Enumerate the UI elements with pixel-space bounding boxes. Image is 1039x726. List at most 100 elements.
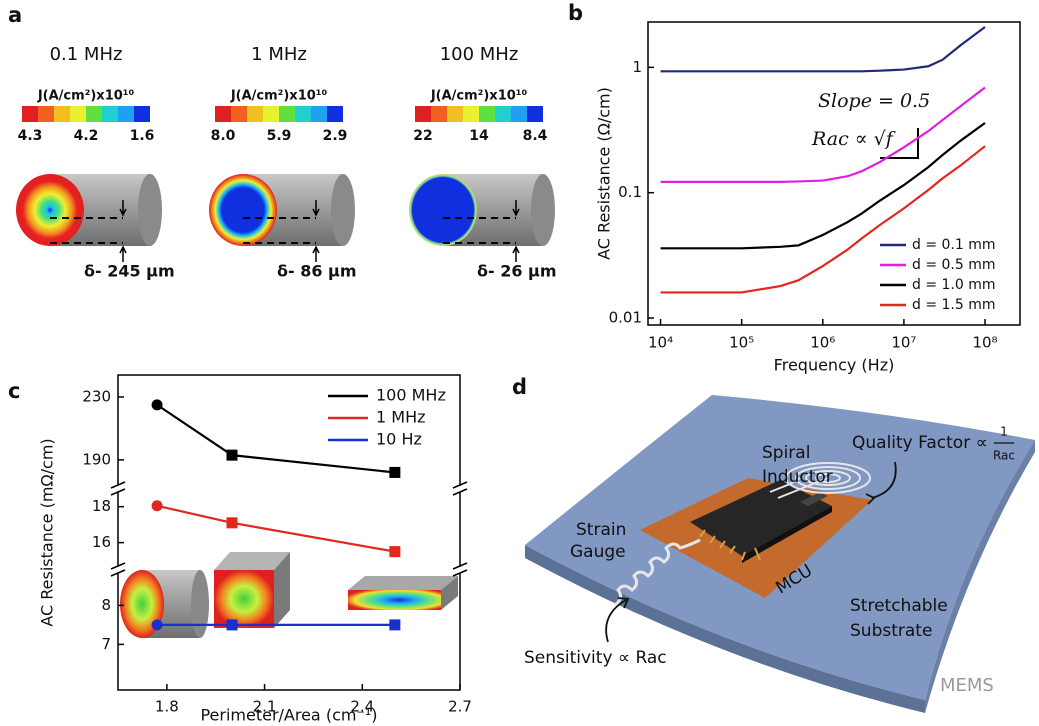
- label: Spiral: [762, 443, 810, 463]
- colorbar-label: 4.3: [18, 128, 43, 144]
- colorbar-cell: [527, 106, 543, 122]
- x-tick-label: 1.8: [155, 698, 179, 716]
- y-tick-label: 0.1: [618, 183, 642, 201]
- chip-mark: [800, 492, 828, 506]
- annotation: Rac ∝ √f: [811, 128, 896, 150]
- marker: [226, 619, 238, 631]
- marker: [226, 517, 238, 529]
- y-tick-label: 0.01: [609, 309, 642, 327]
- cylinder-face: [209, 174, 277, 246]
- legend-label: 100 MHz: [376, 386, 446, 405]
- y-tick-label: 18: [92, 497, 111, 515]
- cylinder-end: [191, 570, 209, 638]
- colorbar-label: 22: [413, 128, 432, 144]
- substrate-side: [925, 440, 1035, 713]
- substrate-edge: [525, 545, 925, 713]
- x-tick-label: 10⁸: [972, 334, 997, 352]
- colorbar-cell: [54, 106, 70, 122]
- colorbar-cell: [463, 106, 479, 122]
- annotation: Slope = 0.5: [818, 90, 930, 112]
- axis-break-gap: [112, 567, 124, 573]
- x-axis-label: Perimeter/Area (cm⁻¹): [200, 706, 377, 725]
- colorbar-cell: [22, 106, 38, 122]
- arrow: [512, 200, 520, 217]
- colorbar-cell: [118, 106, 134, 122]
- colorbar-label: 14: [469, 128, 489, 144]
- axis-break: [452, 562, 468, 577]
- series-line: [156, 403, 395, 474]
- skin-depth: δ- 86 μm: [277, 262, 356, 281]
- frequency: 100 MHz: [440, 44, 519, 65]
- label: 1: [1000, 425, 1008, 439]
- axis-break: [110, 562, 126, 577]
- marker: [389, 619, 401, 631]
- colorbar-cell: [279, 106, 295, 122]
- cylinder-face: [120, 570, 164, 638]
- colorbar-cell: [479, 106, 495, 122]
- spiral: [769, 462, 871, 499]
- frequency: 0.1 MHz: [50, 44, 123, 65]
- label: Inductor: [762, 467, 833, 487]
- arrow-head: [865, 493, 876, 505]
- label: Strain: [576, 520, 626, 540]
- colorbar-cell: [415, 106, 431, 122]
- colorbar-label: 8.4: [523, 128, 548, 144]
- colorbar-cell: [247, 106, 263, 122]
- axis-break: [110, 481, 126, 496]
- cylinder-face: [16, 174, 84, 246]
- skin-depth: δ- 245 μm: [84, 262, 175, 281]
- colorbar-cell: [86, 106, 102, 122]
- cube-top: [214, 552, 290, 570]
- colorbar-cell: [70, 106, 86, 122]
- cylinder-end: [331, 174, 355, 246]
- arrow: [312, 200, 320, 217]
- colorbar-label: 4.2: [74, 128, 99, 144]
- y-tick-label: 190: [82, 450, 111, 468]
- slab-top: [348, 576, 458, 590]
- x-tick-label: 10⁶: [810, 334, 835, 352]
- label: Substrate: [850, 621, 932, 641]
- legend-label: d = 0.1 mm: [912, 237, 996, 253]
- arrow: [605, 599, 627, 643]
- colorbar-cell: [495, 106, 511, 122]
- slab-side: [441, 576, 458, 610]
- colorbar-cell: [134, 106, 150, 122]
- arrow: [512, 245, 520, 262]
- series-line: [660, 122, 986, 250]
- panel-label: a: [8, 3, 22, 27]
- pins: [699, 529, 761, 561]
- label: Gauge: [570, 542, 626, 562]
- y-tick-label: 1: [632, 58, 642, 76]
- x-tick-label: 2.1: [253, 698, 277, 716]
- label: Rac: [993, 449, 1015, 463]
- x-tick-label: 2.7: [448, 698, 472, 716]
- legend-label: 10 Hz: [376, 430, 422, 449]
- watermark: MEMS: [940, 675, 994, 696]
- marker: [389, 466, 401, 478]
- legend-label: 1 MHz: [376, 408, 426, 427]
- colorbar-cell: [511, 106, 527, 122]
- y-tick-label: 16: [92, 533, 111, 551]
- colorbar-cell: [311, 106, 327, 122]
- cylinder-end: [138, 174, 162, 246]
- y-tick-label: 8: [101, 596, 111, 614]
- cube-side: [274, 552, 290, 628]
- x-tick-label: 2.4: [350, 698, 374, 716]
- colorbar-title: J(A/cm²)x10¹⁰: [430, 89, 528, 104]
- colorbar-cell: [295, 106, 311, 122]
- plot-frame: [117, 374, 461, 691]
- arrow: [871, 461, 897, 499]
- arrow: [119, 245, 127, 262]
- cylinder-face: [409, 174, 477, 246]
- colorbar-title: J(A/cm²)x10¹⁰: [230, 89, 328, 104]
- axis-break: [452, 481, 468, 496]
- marker: [389, 546, 401, 558]
- colorbar-cell: [102, 106, 118, 122]
- slab-face: [348, 590, 441, 610]
- colorbar-cell: [263, 106, 279, 122]
- colorbar-cell: [447, 106, 463, 122]
- y-tick-label: 230: [82, 388, 111, 406]
- inset-shapes: [120, 552, 458, 638]
- panel-label: b: [568, 1, 583, 25]
